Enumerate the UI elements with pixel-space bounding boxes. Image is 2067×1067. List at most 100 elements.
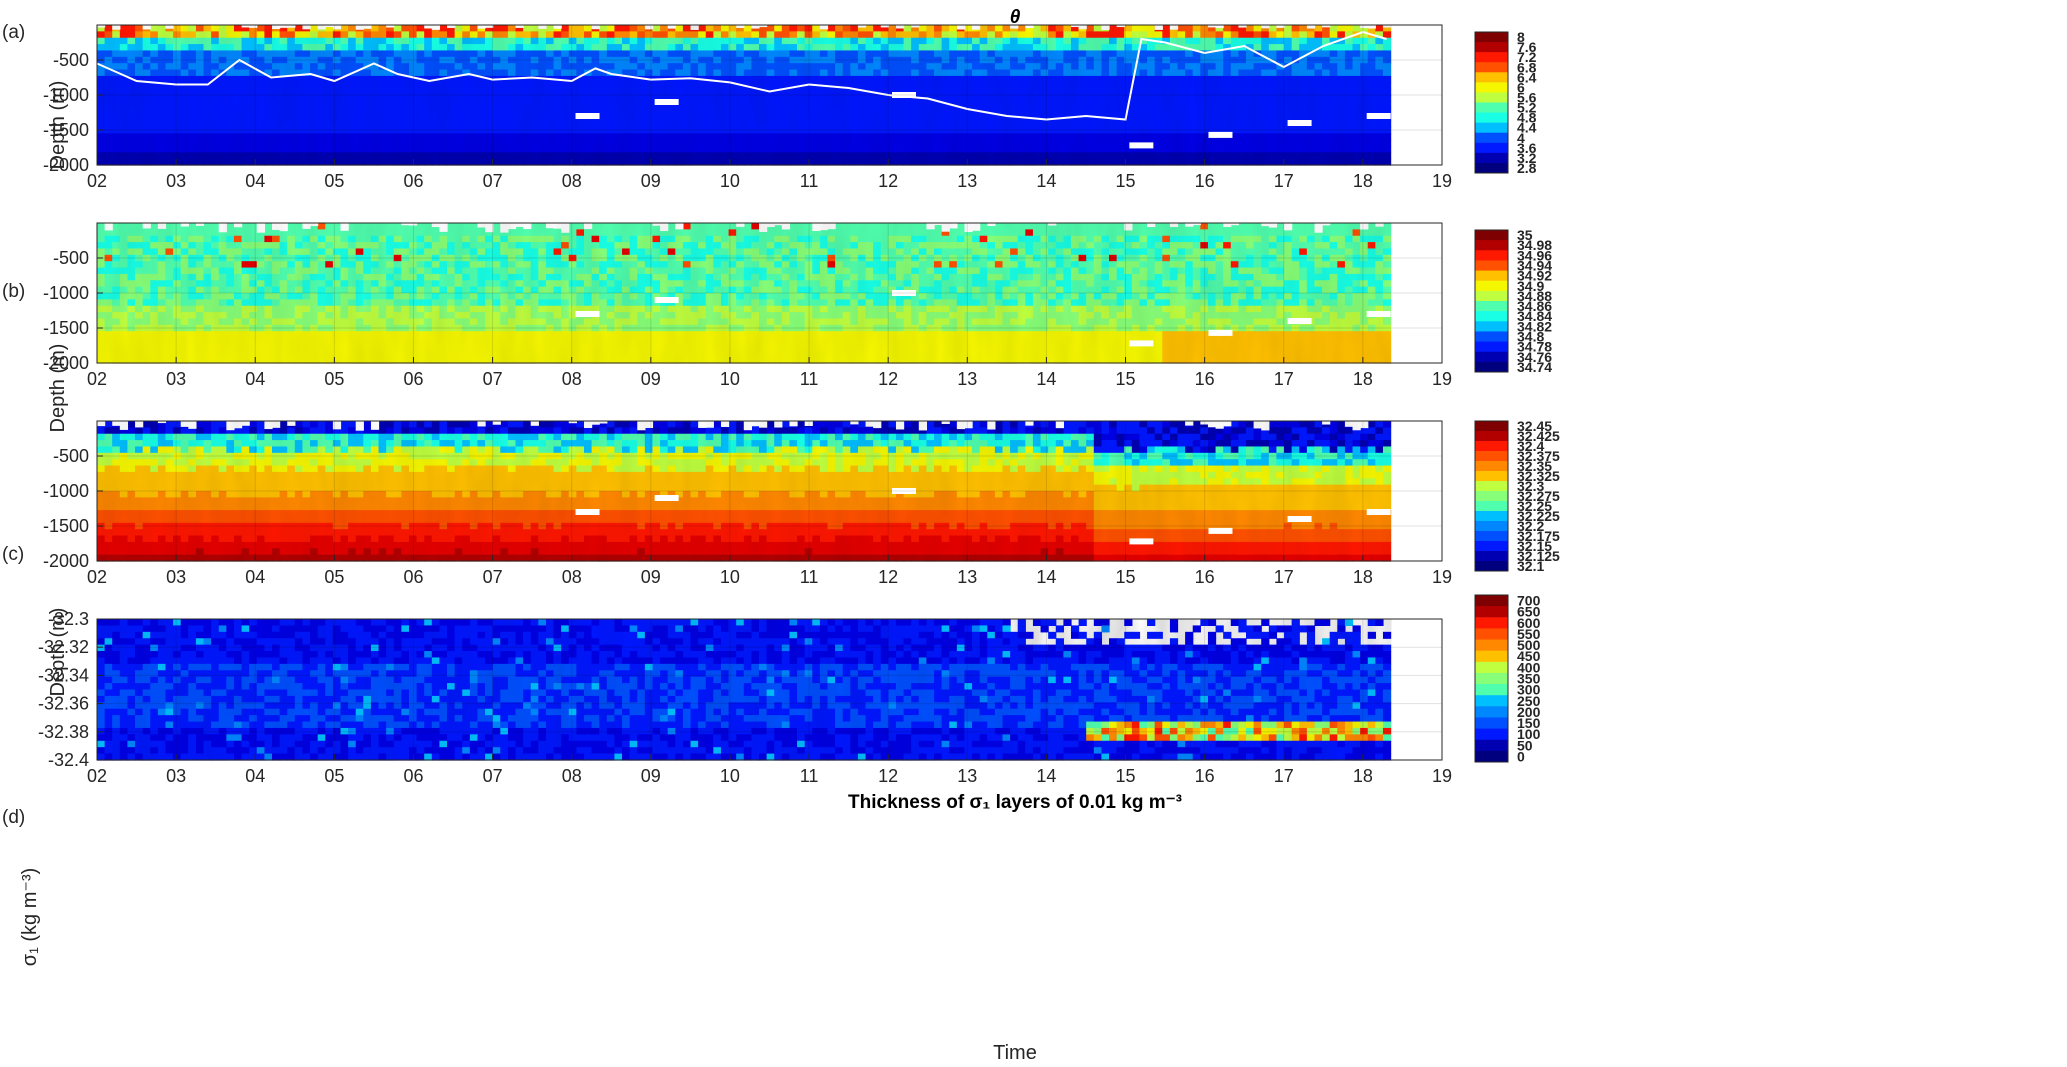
depth-marker [1129,340,1154,347]
depth-marker [1287,516,1312,522]
colorbar-swatch [1475,451,1508,462]
panel-a: (a) θ 02 03 04 05 06 07 08 09 10 11 12 13 14 15 16 17 18… [2,7,1537,191]
colorbar-label: 34.88 [1517,288,1552,304]
colorbar-label: 32.125 [1517,548,1560,564]
colorbar-label: 32.2 [1517,518,1544,534]
colorbar-label: 32.4 [1517,438,1544,454]
y-tick-label: -1500 [43,318,89,338]
colorbar-label: 32.3 [1517,478,1544,494]
colorbar-label: 50 [1517,737,1533,753]
colorbar-swatch [1475,122,1508,134]
colorbar-swatch [1475,606,1508,618]
axes-a: 02 03 04 05 06 07 08 09 10 11 12 13 14 15 16 17 18 19 -500… [43,24,1452,191]
x-tick-label: 13 [957,766,977,786]
x-tick-label: 12 [878,567,898,587]
colorbar-label: 34.86 [1517,298,1552,314]
panel-d: (d) Thickness of σ₁ layers of 0.01 kg m⁻… [2,593,1541,1064]
y-tick-label: -1000 [43,481,89,501]
colorbar-label: 150 [1517,715,1541,731]
y-tick-label: -1500 [43,516,89,536]
colorbar-swatch [1475,441,1508,452]
colorbar-swatch [1475,684,1508,696]
x-tick-label: 07 [483,766,503,786]
x-tick-label: 11 [800,369,819,389]
x-tick-label: 11 [800,567,819,587]
colorbar-swatch [1475,52,1508,63]
panel-b: (b) S 0203040506070809101112131415161718… [2,222,1552,432]
colorbar-label: 34.9 [1517,278,1544,294]
x-axis-label-d: Time [993,1042,1037,1064]
x-tick-label: 15 [1116,369,1136,389]
x-tick-label: 02 [87,369,107,389]
plot-area-d [97,619,1442,761]
x-tick-label: 05 [324,369,344,389]
colorbar-label: 34.8 [1517,329,1544,345]
colorbar-swatch [1475,341,1508,353]
heatmap-field [97,619,1392,761]
colorbar-swatch [1475,551,1508,562]
colorbar-swatch [1475,491,1508,502]
colorbar-swatch [1475,240,1508,251]
colorbar-label: 6 [1517,79,1525,95]
x-tick-label: 09 [641,369,661,389]
colorbar-label: 300 [1517,682,1541,698]
colorbar-label: 6.4 [1517,69,1537,85]
x-tick-label: 11 [800,766,819,786]
colorbar-swatch [1475,706,1508,718]
colorbar-swatch [1475,511,1508,522]
y-tick-label: -32.38 [38,722,89,742]
colorbar-swatch [1475,672,1508,685]
x-tick-label: 04 [245,369,265,389]
colorbar-label: 200 [1517,704,1541,720]
depth-marker [1208,329,1233,336]
colorbar-label: 450 [1517,648,1541,664]
colorbar-label: 3.2 [1517,150,1537,166]
y-tick-label: -1000 [43,85,89,105]
colorbar-label: 34.74 [1517,359,1552,375]
axes-b: 02 03 04 05 06 07 08 09 10 11 12 13 14 15 16 17 18 19 -500… [43,222,1452,389]
depth-marker [654,99,679,105]
colorbar-label: 34.98 [1517,237,1552,253]
x-tick-label: 03 [166,369,186,389]
colorbar-label: 34.94 [1517,258,1552,274]
x-tick-label: 14 [1036,567,1056,587]
colorbar-label: 7.6 [1517,39,1537,55]
x-tick-label: 09 [641,171,661,191]
grid-lines [96,618,1443,761]
y-axis-label-d: σ₁ (kg m⁻³) [19,868,41,967]
colorbar-label: 550 [1517,626,1541,642]
colorbar-label: 32.225 [1517,508,1560,524]
x-tick-label: 10 [720,567,740,587]
x-tick-label: 04 [245,766,265,786]
y-tick-label: -500 [53,248,89,268]
depth-marker [1366,311,1391,317]
x-tick-label: 12 [878,766,898,786]
heatmap-field [97,25,1392,166]
x-tick-label: 10 [720,766,740,786]
x-tick-label: 19 [1432,369,1452,389]
colorbar-swatch [1475,62,1508,73]
x-tick-label: 05 [324,766,344,786]
x-tick-label: 02 [87,567,107,587]
panel-label-b: (b) [2,281,25,302]
x-tick-label: 03 [166,766,186,786]
colorbar-swatch [1475,639,1508,652]
x-tick-label: 10 [720,171,740,191]
colorbar-label: 0 [1517,748,1525,764]
plot-area-a [96,25,1442,166]
colorbar-swatch [1475,521,1508,532]
panel-title-a: θ [1010,7,1021,28]
depth-marker [892,92,916,98]
depth-marker [1208,131,1233,138]
colorbar-label: 32.15 [1517,538,1552,554]
colorbar-swatch [1475,260,1508,272]
x-tick-label: 03 [166,171,186,191]
x-tick-label: 07 [483,567,503,587]
colorbar-label: 34.92 [1517,268,1552,284]
x-tick-label: 18 [1353,171,1373,191]
x-tick-label: 10 [720,369,740,389]
depth-marker [1366,113,1391,119]
x-tick-label: 13 [957,171,977,191]
colorbar-swatch [1475,321,1508,332]
x-tick-label: 04 [245,171,265,191]
